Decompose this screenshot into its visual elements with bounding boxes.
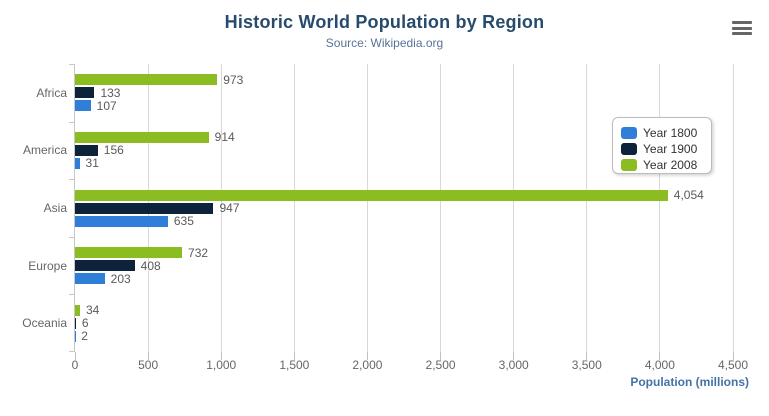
gridline [659,64,661,352]
bar-year-1800-asia[interactable] [75,215,168,227]
chart-title: Historic World Population by Region [224,12,545,32]
y-axis-tick [69,122,74,123]
bar-year-1900-america[interactable] [75,144,98,156]
bar-year-2008-america[interactable] [75,131,209,143]
y-axis-tick [69,294,74,295]
category-label-asia: Asia [43,201,67,215]
x-axis-tick [293,352,295,360]
bar-year-1800-america[interactable] [75,157,80,169]
hamburger-bar [732,21,752,24]
x-tick-label: 3,500 [571,358,602,372]
bar-label: 156 [103,143,124,158]
hamburger-menu-icon[interactable] [732,21,752,35]
category-label-oceania: Oceania [22,316,67,331]
bar-year-1900-asia[interactable] [75,202,214,214]
y-axis-tick [69,237,74,238]
y-axis-tick [69,179,74,180]
bar-label: 4,054 [673,188,704,202]
x-tick-label: 2,000 [352,358,383,372]
x-tick-label: 2,500 [425,358,456,372]
gridline [513,64,515,352]
legend-item-year-1800[interactable]: Year 1800 [621,125,711,140]
legend-label: Year 2008 [643,157,698,172]
bar-year-1800-africa[interactable] [75,100,91,112]
bar-year-1900-europe[interactable] [75,260,135,272]
category-label-europe: Europe [28,258,67,273]
bar-label: 635 [173,214,194,228]
x-axis-tick [586,352,588,360]
hamburger-bar [732,26,752,30]
x-tick-label: 4,500 [717,358,749,372]
gridline [440,64,442,352]
x-axis-tick [74,352,76,360]
bar-year-2008-africa[interactable] [75,74,218,86]
legend-swatch-icon [621,126,637,139]
x-axis-tick [732,352,734,360]
x-tick-label: 0 [71,358,79,372]
gridline [732,64,734,352]
bar-year-1900-africa[interactable] [75,87,95,99]
chart-subtitle: Source: Wikipedia.org [325,36,444,50]
legend-label: Year 1900 [643,141,698,156]
bar-label: 203 [110,271,131,286]
bar-year-1900-oceania[interactable] [75,317,76,329]
x-axis-tick [659,352,661,360]
bar-label: 973 [223,72,244,87]
bar-label: 947 [219,201,240,215]
bar-label: 732 [188,245,209,260]
legend-item-year-2008[interactable]: Year 2008 [621,157,711,172]
gridline [366,64,368,352]
x-tick-label: 3,000 [498,358,529,372]
bar-label: 408 [140,258,161,273]
x-tick-label: 1,500 [279,358,310,372]
legend-item-year-1900[interactable]: Year 1900 [621,141,711,156]
gridline [293,64,295,352]
x-axis-tick [147,352,149,360]
hamburger-bar [732,32,752,35]
bar-label: 107 [96,98,117,113]
bar-label: 31 [85,156,99,171]
gridline [220,64,222,352]
x-axis-tick [513,352,515,360]
bar-year-2008-europe[interactable] [75,247,183,259]
legend-swatch-icon [621,142,637,155]
legend: Year 1800 Year 1900 Year 2008 [612,117,712,174]
bar-label: 914 [214,130,235,145]
x-axis-title: Population (millions) [630,375,749,389]
x-axis-tick [366,352,368,360]
category-label-america: America [22,143,67,158]
bar-year-1800-europe[interactable] [75,273,105,285]
bar-year-2008-oceania[interactable] [75,304,80,316]
bar-label: 6 [81,316,89,331]
x-tick-label: 500 [138,358,159,372]
x-tick-label: 1,000 [206,358,237,372]
y-axis-tick [69,64,74,65]
bar-label: 2 [81,329,88,344]
y-axis-line [74,64,75,352]
x-tick-label: 4,000 [644,358,675,372]
legend-swatch-icon [621,158,637,171]
legend-label: Year 1800 [643,125,698,140]
category-label-africa: Africa [36,85,67,100]
bar-year-2008-asia[interactable] [75,189,668,201]
x-axis-tick [220,352,222,360]
bar-label: 34 [85,303,100,318]
bar-label: 133 [100,85,121,100]
gridline [586,64,588,352]
y-axis-tick [69,351,74,352]
x-axis-tick [440,352,442,360]
plot-area: 973 133 107 914 156 31 4,054 947 635 732 408 203 34 6… [69,64,734,360]
